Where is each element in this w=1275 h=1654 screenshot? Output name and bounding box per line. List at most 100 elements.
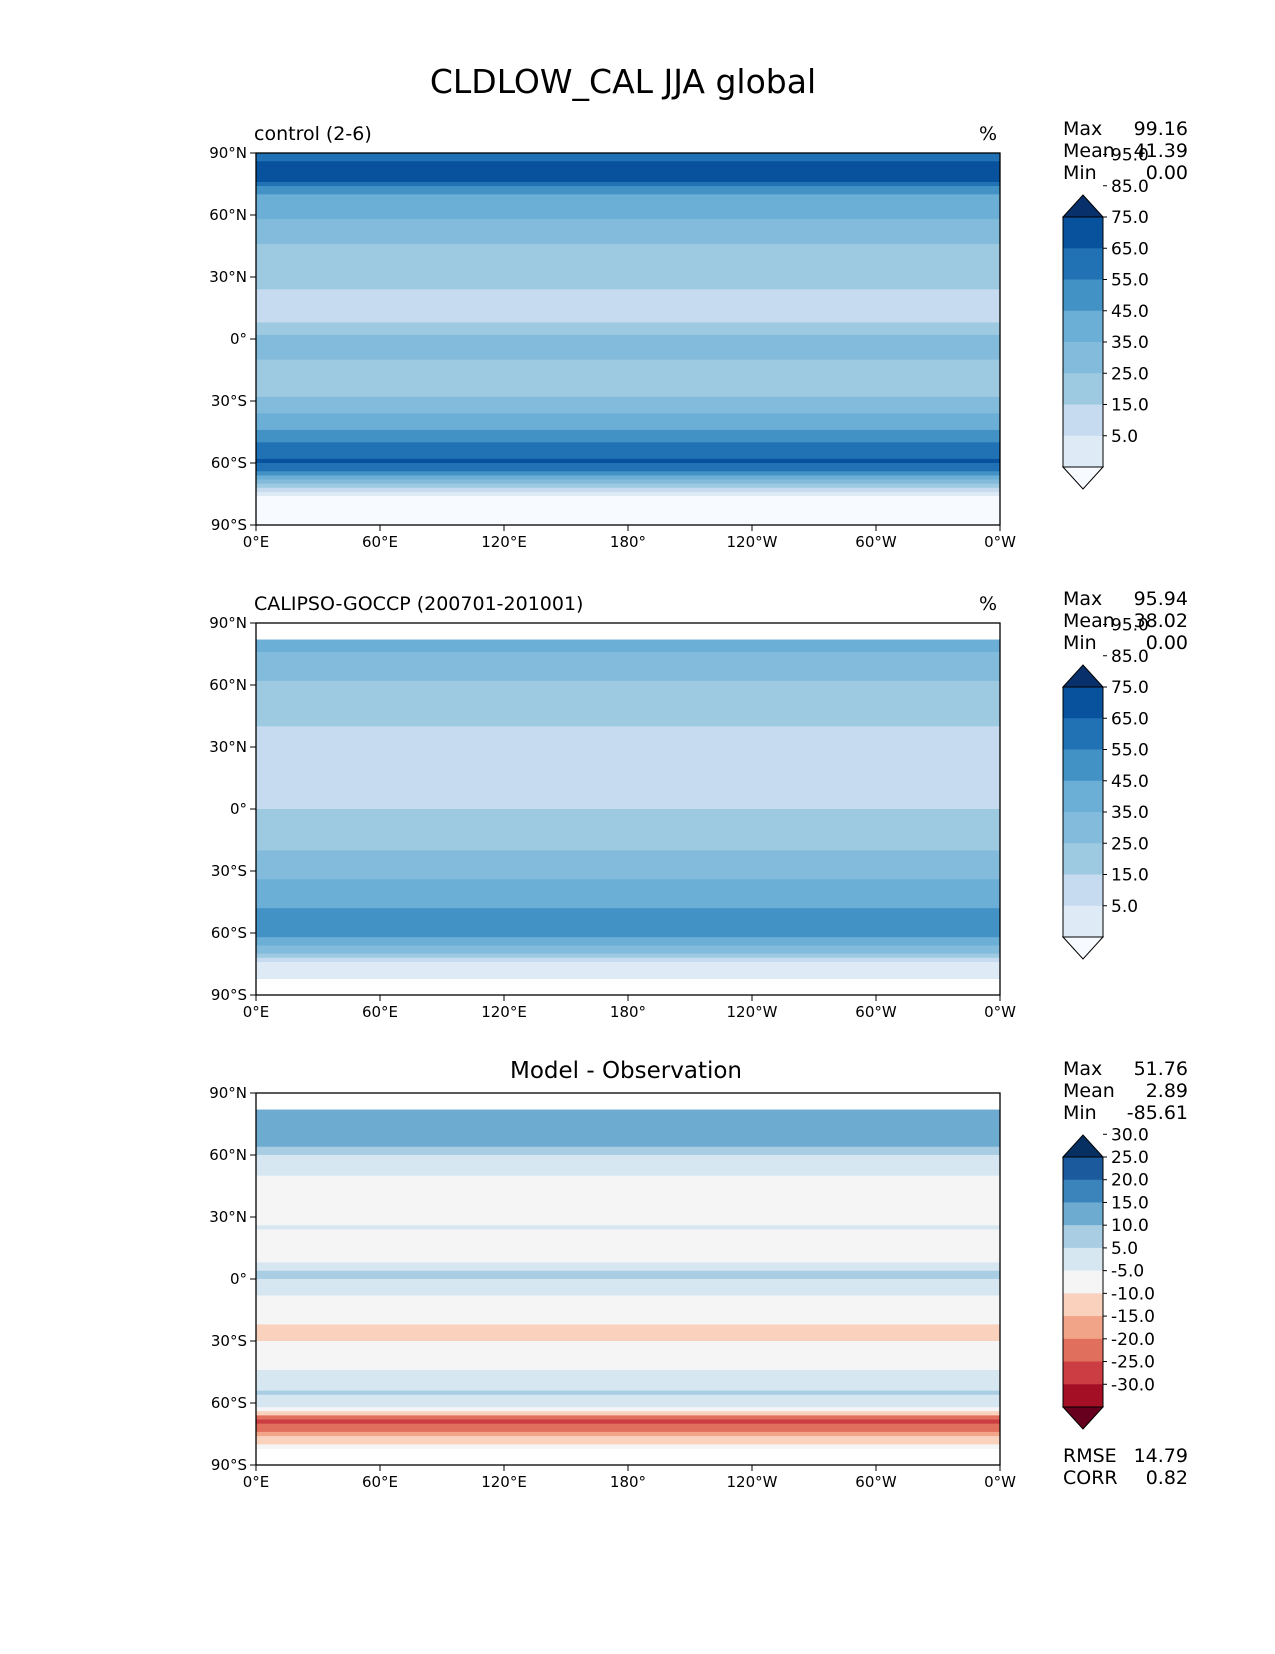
field-band	[256, 1299, 1000, 1305]
field-band	[256, 796, 1000, 802]
field-band	[256, 479, 1000, 485]
x-tick-label: 60°W	[855, 1003, 897, 1021]
field-band	[256, 285, 1000, 290]
colorbar-swatch	[1063, 1225, 1103, 1249]
x-tick-label: 0°E	[243, 533, 270, 551]
field-band	[256, 1204, 1000, 1210]
stat-label: Mean	[1063, 610, 1115, 632]
field-band	[256, 186, 1000, 191]
field-band	[256, 272, 1000, 278]
field-band	[256, 173, 1000, 179]
field-band	[256, 421, 1000, 427]
field-band	[256, 392, 1000, 398]
field-band	[256, 355, 1000, 361]
field-band	[256, 660, 1000, 665]
units-label: %	[979, 123, 997, 145]
colorbar-extend-min	[1061, 1406, 1105, 1430]
field-band	[256, 454, 1000, 460]
x-axis: 0°E 60°E 120°E 180° 120°W 60°W 0°W	[243, 1465, 1016, 1491]
field-band	[256, 210, 1000, 216]
colorbar-extend-max	[1061, 194, 1105, 218]
y-tick-label: 90°N	[209, 614, 247, 632]
field-band	[256, 268, 1000, 274]
x-tick-label: 0°E	[243, 1473, 270, 1491]
x-tick-label: 0°W	[984, 1003, 1016, 1021]
x-tick-label: 120°E	[481, 1473, 527, 1491]
field-band	[256, 924, 1000, 930]
field-band	[256, 759, 1000, 765]
colorbar-swatch	[1063, 812, 1103, 844]
stat-value: 2.89	[1146, 1080, 1188, 1102]
y-tick-label: 30°S	[211, 392, 247, 410]
y-tick-label: 0°	[230, 330, 247, 348]
colorbar: 5.0 15.0 25.0 35.0 45.0 55.0 65.0 75.0 85.0 95.0	[1061, 616, 1149, 960]
colorbar-tick-label: 10.0	[1111, 1216, 1149, 1236]
field-band	[256, 491, 1000, 497]
x-tick-label: 180°	[610, 533, 646, 551]
field-band	[256, 709, 1000, 715]
field-band	[256, 206, 1000, 212]
field-band	[256, 227, 1000, 233]
field-band	[256, 1307, 1000, 1313]
field-band	[256, 858, 1000, 864]
field-band	[256, 413, 1000, 419]
stat-label: Min	[1063, 1102, 1097, 1124]
units-label: %	[979, 593, 997, 615]
stats-block: Max 51.76 Mean 2.89 Min -85.61	[1063, 1058, 1188, 1124]
field-band	[256, 701, 1000, 707]
colorbar-tick-label: 5.0	[1111, 427, 1138, 447]
colorbar-swatch	[1063, 718, 1103, 750]
field-band	[256, 301, 1000, 307]
field-band	[256, 672, 1000, 678]
y-tick-label: 60°S	[211, 454, 247, 472]
field-band	[256, 1394, 1000, 1400]
y-tick-label: 90°S	[211, 986, 247, 1004]
x-tick-label: 120°E	[481, 1003, 527, 1021]
field-band	[256, 165, 1000, 171]
field-band	[256, 1121, 1000, 1127]
field-band	[256, 639, 1000, 645]
field-band	[256, 875, 1000, 880]
field-band	[256, 792, 1000, 798]
panel-observation: CALIPSO-GOCCP (200701-201001) % 0°E 60°E 1…	[209, 588, 1188, 1021]
colorbar-swatch	[1063, 1316, 1103, 1340]
field-band	[256, 676, 1000, 682]
field-band	[256, 1270, 1000, 1276]
field-band	[256, 310, 1000, 315]
field-band	[256, 471, 1000, 476]
field-band	[256, 904, 1000, 909]
field-band	[256, 837, 1000, 843]
field-band	[256, 243, 1000, 249]
field-band	[256, 1146, 1000, 1152]
colorbar-tick-label: 45.0	[1111, 772, 1149, 792]
field-band	[256, 396, 1000, 402]
field-band	[256, 751, 1000, 756]
colorbar-tick-label: 95.0	[1111, 616, 1149, 636]
colorbar-swatch	[1063, 1157, 1103, 1181]
field-band	[256, 1126, 1000, 1131]
field-band	[256, 235, 1000, 241]
field-band	[256, 1303, 1000, 1309]
colorbar-swatch	[1063, 1293, 1103, 1317]
y-tick-label: 30°N	[209, 1208, 247, 1226]
x-tick-label: 180°	[610, 1473, 646, 1491]
colorbar-swatch	[1063, 310, 1103, 343]
field-band	[256, 425, 1000, 431]
field-band	[256, 1444, 1000, 1450]
field-band	[256, 1188, 1000, 1193]
y-tick-label: 0°	[230, 800, 247, 818]
field-band	[256, 409, 1000, 414]
field-band	[256, 689, 1000, 694]
field-band	[256, 372, 1000, 377]
field-band	[256, 194, 1000, 200]
x-tick-label: 60°E	[362, 1473, 398, 1491]
field-band	[256, 821, 1000, 827]
colorbar-swatch	[1063, 248, 1103, 280]
field-band	[256, 500, 1000, 505]
field-band	[256, 1196, 1000, 1202]
error-stat-value: 0.82	[1146, 1467, 1188, 1489]
x-axis: 0°E 60°E 120°E 180° 120°W 60°W 0°W	[243, 995, 1016, 1021]
colorbar-swatch	[1063, 780, 1103, 813]
field-band	[256, 1431, 1000, 1437]
field-band	[256, 833, 1000, 839]
